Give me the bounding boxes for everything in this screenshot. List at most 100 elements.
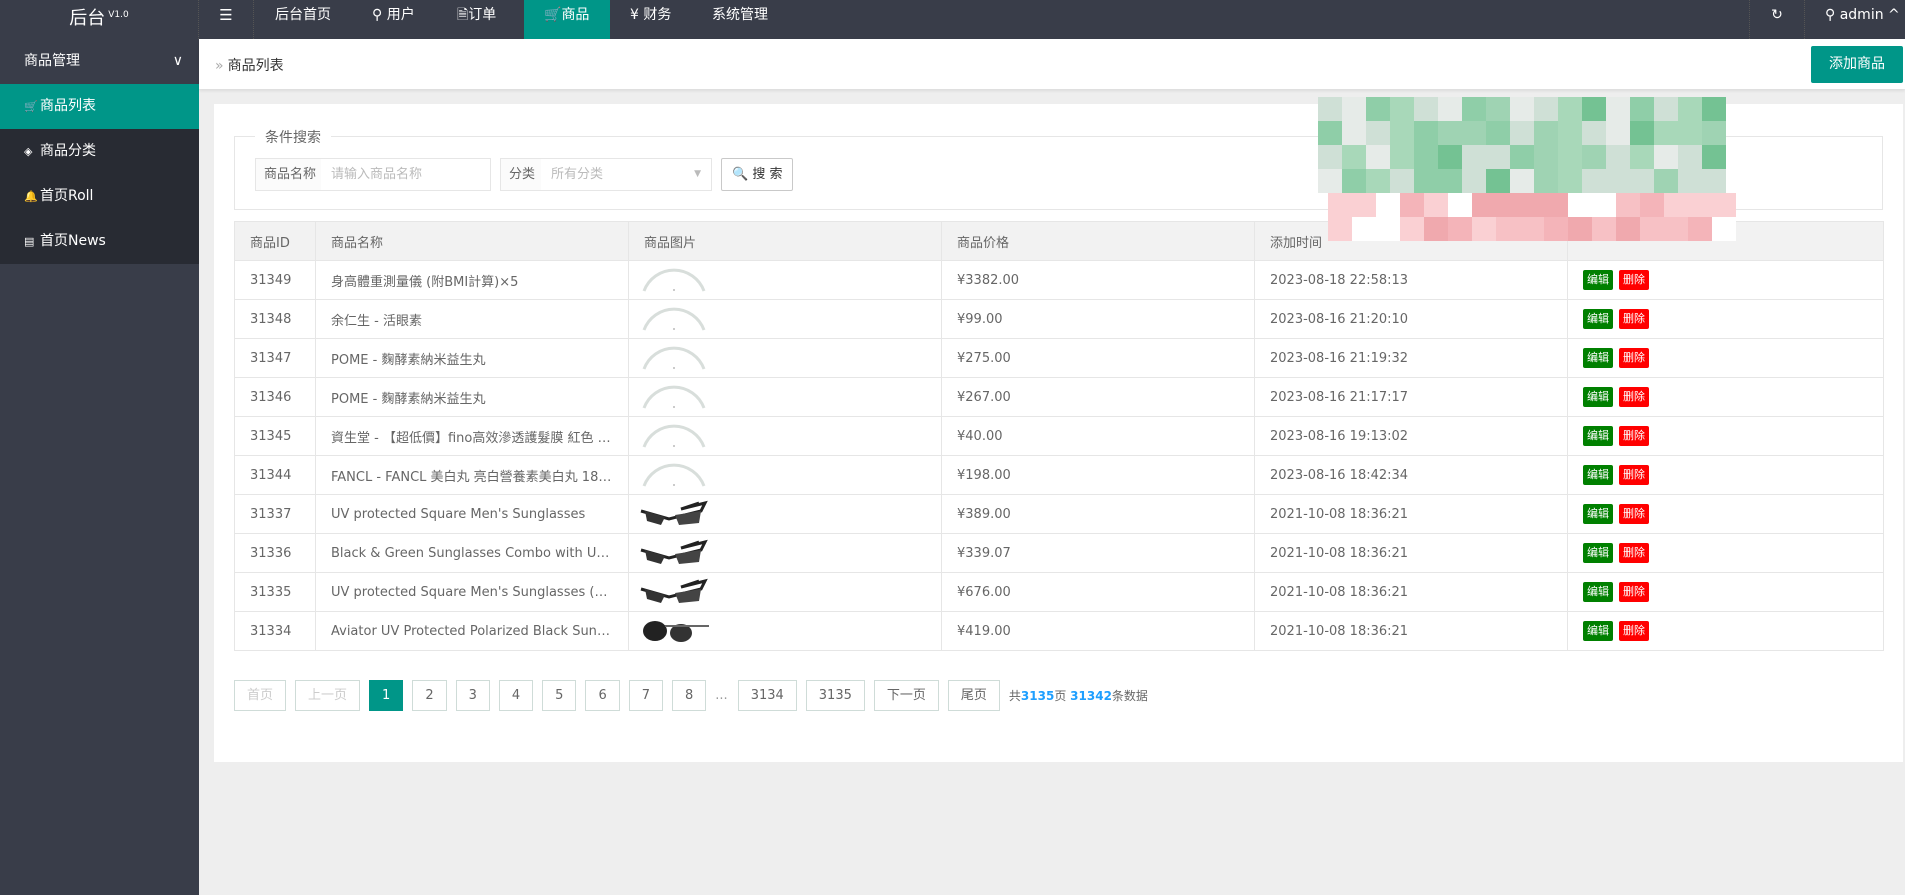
table-row: 31337 UV protected Square Men's Sunglass… xyxy=(234,494,1884,534)
prev-page-button[interactable]: 上一页 xyxy=(295,680,361,711)
mosaic-tile xyxy=(1486,97,1510,121)
table-row: 31348 余仁生 - 活眼素 ¥99.00 2023-08-16 21:20:… xyxy=(234,299,1884,339)
search-fieldset: 条件搜索 商品名称 请输入商品名称 分类 所有分类 ▼ 🔍 搜 索 xyxy=(234,127,1883,210)
first-page-button[interactable]: 首页 xyxy=(234,680,287,711)
mosaic-tile xyxy=(1414,97,1438,121)
mosaic-tile xyxy=(1342,145,1366,169)
delete-button[interactable]: 删除 xyxy=(1619,621,1649,641)
delete-button[interactable]: 删除 xyxy=(1619,465,1649,485)
page-button[interactable]: 1 xyxy=(369,680,404,711)
product-name: POME - 麴酵素納米益生丸 xyxy=(315,377,629,417)
sidebar-item-home-roll[interactable]: 🔔 首页Roll xyxy=(0,174,199,219)
mosaic-tile xyxy=(1616,217,1640,241)
table-row: 31347 POME - 麴酵素納米益生丸 ¥275.00 2023-08-16… xyxy=(234,338,1884,378)
edit-button[interactable]: 编辑 xyxy=(1583,387,1613,407)
nav-products[interactable]: 🛒商品 xyxy=(524,0,610,39)
layers-icon: ◈ xyxy=(24,145,33,158)
delete-button[interactable]: 删除 xyxy=(1619,543,1649,563)
add-product-button[interactable]: 添加商品 xyxy=(1811,46,1903,83)
product-id: 31344 xyxy=(234,455,316,495)
edit-button[interactable]: 编辑 xyxy=(1583,309,1613,329)
edit-button[interactable]: 编辑 xyxy=(1583,621,1613,641)
yen-icon: ¥ xyxy=(630,7,644,23)
edit-button[interactable]: 编辑 xyxy=(1583,582,1613,602)
edit-button[interactable]: 编辑 xyxy=(1583,426,1613,446)
product-id: 31337 xyxy=(234,494,316,534)
mosaic-tile xyxy=(1462,145,1486,169)
category-select[interactable]: 所有分类 ▼ xyxy=(541,158,712,191)
page-button[interactable]: 3134 xyxy=(737,680,797,711)
page-button[interactable]: 7 xyxy=(628,680,663,711)
category-label: 分类 xyxy=(500,158,545,191)
mosaic-tile xyxy=(1630,121,1654,145)
mosaic-tile xyxy=(1390,97,1414,121)
sidebar-item-home-news[interactable]: ▤ 首页News xyxy=(0,219,199,264)
product-name-input[interactable]: 请输入商品名称 xyxy=(321,158,491,191)
page-button[interactable]: 5 xyxy=(542,680,577,711)
delete-button[interactable]: 删除 xyxy=(1619,348,1649,368)
product-image xyxy=(628,572,942,612)
delete-button[interactable]: 删除 xyxy=(1619,270,1649,290)
sidebar-item-product-category[interactable]: ◈ 商品分类 xyxy=(0,129,199,174)
mosaic-tile xyxy=(1678,169,1702,193)
actions: 编辑 删除 xyxy=(1567,533,1884,573)
page-button[interactable]: 8 xyxy=(672,680,707,711)
page-button[interactable]: 2 xyxy=(412,680,447,711)
mosaic-tile xyxy=(1592,217,1616,241)
table-row: 31349 身高體重測量儀 (附BMI計算)×5 ¥3382.00 2023-0… xyxy=(234,260,1884,300)
added-time: 2021-10-08 18:36:21 xyxy=(1254,572,1568,612)
refresh-icon[interactable]: ↻ xyxy=(1749,0,1805,39)
product-price: ¥40.00 xyxy=(941,416,1255,456)
menu-toggle-icon[interactable]: ☰ xyxy=(199,0,254,39)
product-price: ¥99.00 xyxy=(941,299,1255,339)
dropdown-arrow-icon: ▼ xyxy=(694,169,701,179)
product-image xyxy=(628,611,942,651)
actions: 编辑 删除 xyxy=(1567,611,1884,651)
table-row: 31336 Black & Green Sunglasses Combo wit… xyxy=(234,533,1884,573)
nav-users[interactable]: ⚲ 用户 xyxy=(372,7,415,23)
mosaic-tile xyxy=(1342,169,1366,193)
delete-button[interactable]: 删除 xyxy=(1619,387,1649,407)
mosaic-tile xyxy=(1606,145,1630,169)
mosaic-tile xyxy=(1702,145,1726,169)
product-price: ¥198.00 xyxy=(941,455,1255,495)
column-header: 商品ID xyxy=(234,221,316,261)
delete-button[interactable]: 删除 xyxy=(1619,309,1649,329)
mosaic-tile xyxy=(1318,145,1342,169)
mosaic-tile xyxy=(1424,193,1448,217)
mosaic-tile xyxy=(1534,97,1558,121)
table-row: 31334 Aviator UV Protected Polarized Bla… xyxy=(234,611,1884,651)
edit-button[interactable]: 编辑 xyxy=(1583,504,1613,524)
edit-button[interactable]: 编辑 xyxy=(1583,465,1613,485)
edit-button[interactable]: 编辑 xyxy=(1583,348,1613,368)
next-page-button[interactable]: 下一页 xyxy=(873,680,939,711)
edit-button[interactable]: 编辑 xyxy=(1583,270,1613,290)
product-image xyxy=(628,494,942,534)
page-button[interactable]: 3135 xyxy=(805,680,865,711)
mosaic-tile xyxy=(1486,145,1510,169)
search-button[interactable]: 🔍 搜 索 xyxy=(721,158,794,191)
actions: 编辑 删除 xyxy=(1567,377,1884,417)
edit-button[interactable]: 编辑 xyxy=(1583,543,1613,563)
product-id: 31334 xyxy=(234,611,316,651)
nav-finance[interactable]: ¥ 财务 xyxy=(630,7,672,23)
page-button[interactable]: 3 xyxy=(455,680,490,711)
sidebar-group-products[interactable]: 商品管理 ∨ xyxy=(0,39,199,84)
delete-button[interactable]: 删除 xyxy=(1619,504,1649,524)
product-id: 31346 xyxy=(234,377,316,417)
nav-orders[interactable]: 🗎订单 xyxy=(457,7,497,23)
last-page-button[interactable]: 尾页 xyxy=(947,680,1000,711)
product-image xyxy=(628,260,942,300)
sidebar-item-product-list[interactable]: 🛒 商品列表 xyxy=(0,84,199,129)
user-menu[interactable]: ⚲ admin ^ xyxy=(1825,0,1900,39)
mosaic-tile xyxy=(1342,121,1366,145)
nav-system[interactable]: 系统管理 xyxy=(712,7,768,23)
mosaic-tile xyxy=(1558,121,1582,145)
product-name: Aviator UV Protected Polarized Black Sun… xyxy=(315,611,629,651)
mosaic-tile xyxy=(1606,169,1630,193)
delete-button[interactable]: 删除 xyxy=(1619,426,1649,446)
nav-home[interactable]: 后台首页 xyxy=(275,7,331,23)
page-button[interactable]: 4 xyxy=(498,680,534,711)
page-button[interactable]: 6 xyxy=(585,680,620,711)
delete-button[interactable]: 删除 xyxy=(1619,582,1649,602)
